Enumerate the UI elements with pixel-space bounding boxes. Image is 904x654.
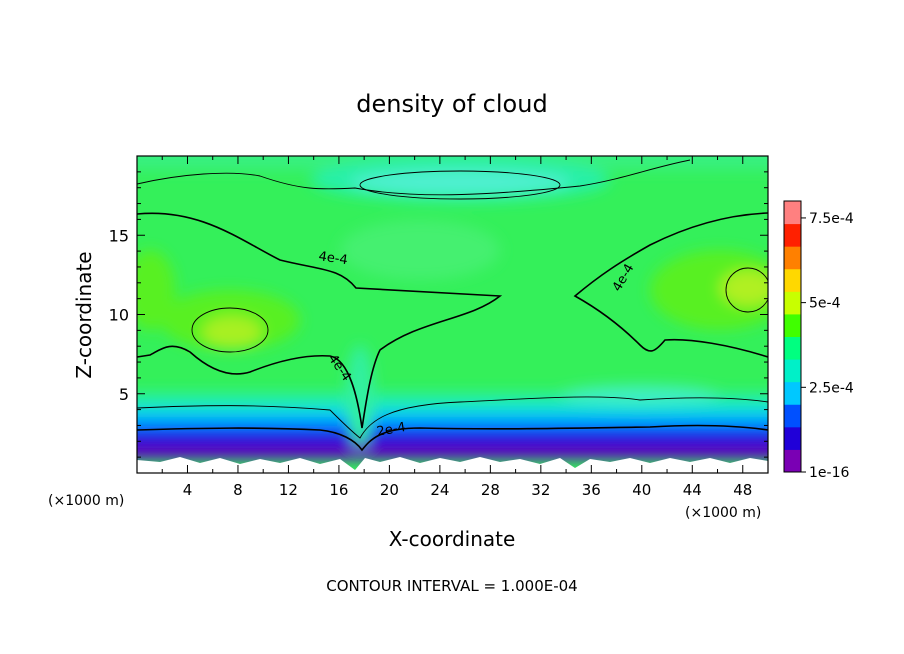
x-unit-left: (×1000 m) xyxy=(48,493,124,509)
colorbar-band xyxy=(784,404,801,428)
x-tick-label: 20 xyxy=(380,481,399,499)
y-axis-label: Z-coordinate xyxy=(72,251,96,378)
x-tick-label: 32 xyxy=(531,481,550,499)
colorbar-band xyxy=(784,201,801,225)
colorbar-band xyxy=(784,291,801,315)
colorbar-band xyxy=(784,336,801,360)
colorbar-band xyxy=(784,246,801,270)
y-tick-label: 15 xyxy=(109,226,129,245)
colorbar-frame xyxy=(783,200,802,473)
x-tick-label: 36 xyxy=(582,481,601,499)
colorbar-band xyxy=(784,313,801,337)
x-tick-label: 16 xyxy=(329,481,348,499)
colorbar-band xyxy=(784,359,801,383)
contour-label: 2e-4 xyxy=(376,420,407,440)
colorbar-band xyxy=(784,223,801,247)
colorbar: 1e-16 2.5e-4 5e-4 7.5e-4 xyxy=(783,200,854,481)
y-axis-ticks: 5 10 15 xyxy=(109,171,768,458)
x-tick-label: 12 xyxy=(279,481,298,499)
colorbar-band xyxy=(784,268,801,292)
chart-title: density of cloud xyxy=(356,90,547,118)
x-tick-label: 40 xyxy=(632,481,651,499)
x-axis-label: X-coordinate xyxy=(389,527,516,551)
contour-interval-note: CONTOUR INTERVAL = 1.000E-04 xyxy=(326,577,577,595)
colorbar-band xyxy=(784,381,801,405)
colorbar-band xyxy=(784,426,801,450)
x-axis-ticks: 4 8 12 16 20 24 28 32 36 40 44 48 xyxy=(161,156,752,499)
x-unit-right: (×1000 m) xyxy=(685,505,761,521)
y-tick-label: 10 xyxy=(109,306,129,325)
x-tick-label: 24 xyxy=(430,481,449,499)
contour-label: 4e-4 xyxy=(318,249,349,268)
x-tick-label: 28 xyxy=(481,481,500,499)
x-tick-label: 44 xyxy=(683,481,702,499)
colorbar-tick-label: 7.5e-4 xyxy=(809,211,854,227)
colorbar-tick-label: 1e-16 xyxy=(809,465,849,481)
x-tick-label: 4 xyxy=(183,481,193,499)
colorbar-band xyxy=(784,449,801,473)
colorbar-tick-label: 2.5e-4 xyxy=(809,380,854,396)
contour-lines xyxy=(137,159,768,452)
plot-area: 4e-44e-44e-42e-4 xyxy=(137,156,768,473)
x-tick-label: 8 xyxy=(233,481,243,499)
y-tick-label: 5 xyxy=(119,385,129,404)
x-tick-label: 48 xyxy=(733,481,752,499)
colorbar-tick-label: 5e-4 xyxy=(809,296,841,312)
field-bottom-gap xyxy=(137,457,768,473)
